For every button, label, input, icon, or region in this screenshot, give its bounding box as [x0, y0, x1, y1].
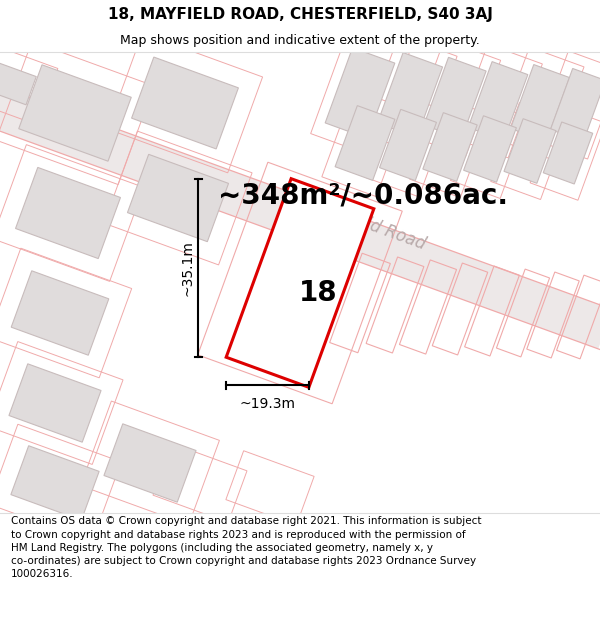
Polygon shape [11, 446, 99, 520]
Polygon shape [16, 168, 121, 259]
Polygon shape [464, 116, 517, 182]
Polygon shape [511, 64, 569, 141]
Polygon shape [325, 48, 395, 138]
Polygon shape [11, 271, 109, 355]
Text: ~348m²/~0.086ac.: ~348m²/~0.086ac. [218, 181, 508, 209]
Polygon shape [423, 112, 477, 181]
Polygon shape [9, 364, 101, 442]
Text: ~19.3m: ~19.3m [239, 398, 296, 411]
Text: Map shows position and indicative extent of the property.: Map shows position and indicative extent… [120, 34, 480, 47]
Polygon shape [335, 106, 395, 181]
Text: Mayfield Road: Mayfield Road [311, 196, 428, 254]
Polygon shape [127, 154, 229, 242]
Text: Contains OS data © Crown copyright and database right 2021. This information is : Contains OS data © Crown copyright and d… [11, 516, 481, 579]
Polygon shape [0, 61, 36, 105]
Text: ~35.1m: ~35.1m [180, 240, 194, 296]
Polygon shape [226, 179, 374, 388]
Polygon shape [380, 109, 436, 181]
Polygon shape [377, 52, 443, 138]
Polygon shape [19, 65, 131, 161]
Polygon shape [424, 58, 486, 139]
Polygon shape [468, 62, 528, 141]
Text: 18, MAYFIELD ROAD, CHESTERFIELD, S40 3AJ: 18, MAYFIELD ROAD, CHESTERFIELD, S40 3AJ [107, 7, 493, 22]
Polygon shape [104, 424, 196, 502]
Text: 18: 18 [299, 279, 337, 307]
Polygon shape [504, 119, 556, 183]
Polygon shape [0, 87, 600, 349]
Polygon shape [550, 69, 600, 141]
Polygon shape [543, 122, 593, 184]
Polygon shape [131, 57, 238, 149]
